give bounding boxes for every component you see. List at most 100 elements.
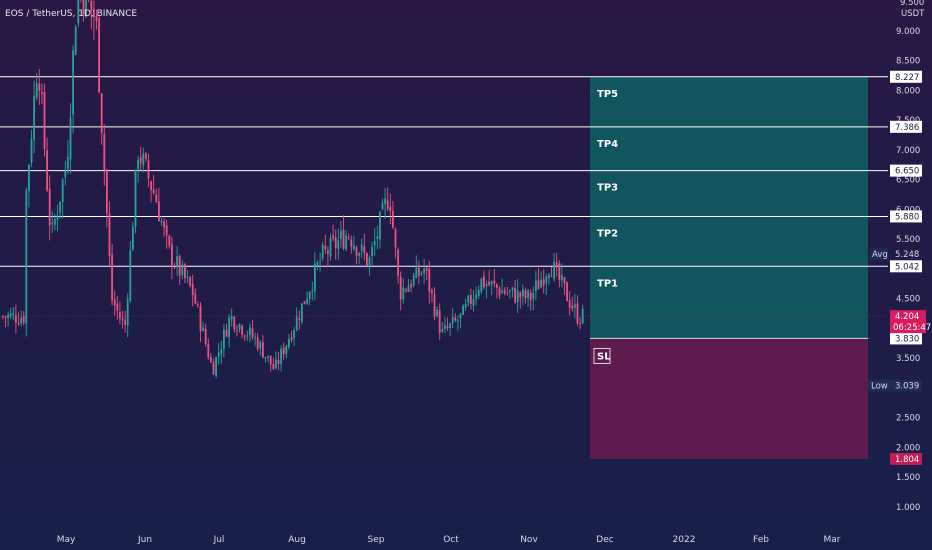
price-axis-top-label: 9.500: [900, 0, 924, 8]
candle-body: [152, 189, 155, 194]
candle-body: [511, 287, 514, 290]
candle-body: [223, 329, 225, 349]
candle-body: [262, 342, 264, 358]
candle-body: [12, 313, 15, 315]
entry-badge-bg: [890, 332, 922, 345]
candle-body: [137, 160, 139, 170]
low-value: 3.039: [895, 381, 919, 391]
candle-body: [571, 305, 574, 309]
candle-body: [321, 244, 324, 259]
candle-body: [402, 287, 405, 300]
candle-body: [451, 316, 454, 324]
candle-body: [493, 280, 496, 284]
level-badge-tp2-bg: [890, 210, 922, 223]
candle-body: [454, 317, 457, 321]
candle-body: [394, 229, 397, 248]
candle-body: [457, 320, 459, 322]
candle-body: [347, 236, 350, 238]
candle-body: [93, 8, 95, 18]
candle-body: [236, 330, 238, 332]
candle-body: [350, 239, 353, 247]
entry-badge-text: 3.830: [895, 334, 919, 344]
candle-body: [327, 250, 329, 254]
candle-body: [9, 313, 12, 317]
candle-body: [324, 245, 327, 250]
candle-body: [264, 356, 267, 359]
candle-body: [64, 170, 67, 178]
candle-body: [345, 235, 347, 250]
candle-body: [407, 286, 410, 292]
candle-body: [516, 290, 519, 303]
candle-body: [303, 301, 306, 305]
candle-body: [61, 179, 64, 203]
candle-body: [566, 282, 568, 302]
candle-body: [553, 261, 555, 279]
candle-body: [285, 345, 288, 354]
tp-label-tp2: TP2: [597, 228, 618, 239]
price-tick-label: 2.000: [896, 443, 920, 453]
last-price-badge-text: 4.204: [895, 312, 919, 322]
sl-label: SL: [597, 351, 611, 362]
candle-body: [532, 293, 535, 299]
candle-body: [514, 288, 516, 303]
level-badge-tp5-text: 8.227: [895, 73, 919, 83]
candle-body: [176, 256, 178, 267]
candle-body: [379, 212, 381, 240]
target-labels: TP5 TP4 TP3 TP2 TP1 SL: [593, 89, 618, 364]
price-axis-currency: USDT: [901, 9, 925, 19]
avg-label-bg: [870, 248, 888, 261]
candle-body: [277, 359, 280, 364]
candle-body: [386, 200, 389, 209]
candle-body: [301, 303, 303, 323]
candle-body: [155, 194, 158, 203]
candle-body: [366, 253, 368, 266]
candle-body: [74, 26, 77, 55]
candle-body: [574, 304, 576, 308]
candle-body: [22, 315, 25, 323]
price-tick-label: 7.000: [896, 146, 920, 156]
candle-body: [43, 91, 46, 149]
candle-body: [228, 317, 230, 338]
low-value-bg: [890, 379, 922, 392]
symbol-title[interactable]: EOS / TetherUS, 1D, BINANCE: [5, 9, 137, 19]
candle-body: [67, 156, 69, 169]
tp-label-tp3: TP3: [597, 183, 618, 194]
candle-body: [132, 226, 134, 251]
candle-body: [204, 328, 207, 344]
candle-body: [444, 325, 446, 330]
stop-badge-bg: [890, 452, 922, 465]
candle-body: [436, 309, 438, 316]
candle-body: [251, 328, 254, 338]
candle-body: [220, 349, 223, 355]
candle-body: [150, 181, 152, 190]
candle-body: [399, 276, 402, 300]
candle-body: [199, 305, 202, 332]
candle-body: [438, 310, 441, 333]
candle-body: [108, 213, 111, 257]
time-axis[interactable]: May Jun Jul Aug Sep Oct Nov Dec 2022 Feb Mar: [57, 535, 841, 545]
target-zone: [590, 76, 868, 339]
level-badge-tp4-bg: [890, 120, 922, 133]
time-tick-label: May: [57, 535, 76, 545]
candle-body: [319, 260, 321, 262]
candle-body: [28, 165, 30, 191]
candle-body: [147, 160, 150, 179]
candle-body: [389, 206, 392, 212]
candle-body: [165, 225, 168, 236]
candle-body: [293, 329, 295, 339]
price-badges: 8.2288.2277.3866.6505.8805.0423.8301.804…: [868, 70, 931, 465]
candle-body: [119, 312, 121, 319]
candle-body: [246, 335, 249, 337]
candle-body: [288, 339, 290, 348]
candle-body: [522, 289, 524, 297]
candle-body: [20, 317, 22, 324]
candle-body: [72, 50, 74, 115]
candle-body: [431, 290, 433, 294]
candle-body: [90, 0, 93, 11]
candle-body: [418, 267, 420, 276]
tp-label-tp5: TP5: [597, 89, 618, 100]
candle-body: [30, 138, 33, 163]
candle-body: [428, 268, 431, 292]
